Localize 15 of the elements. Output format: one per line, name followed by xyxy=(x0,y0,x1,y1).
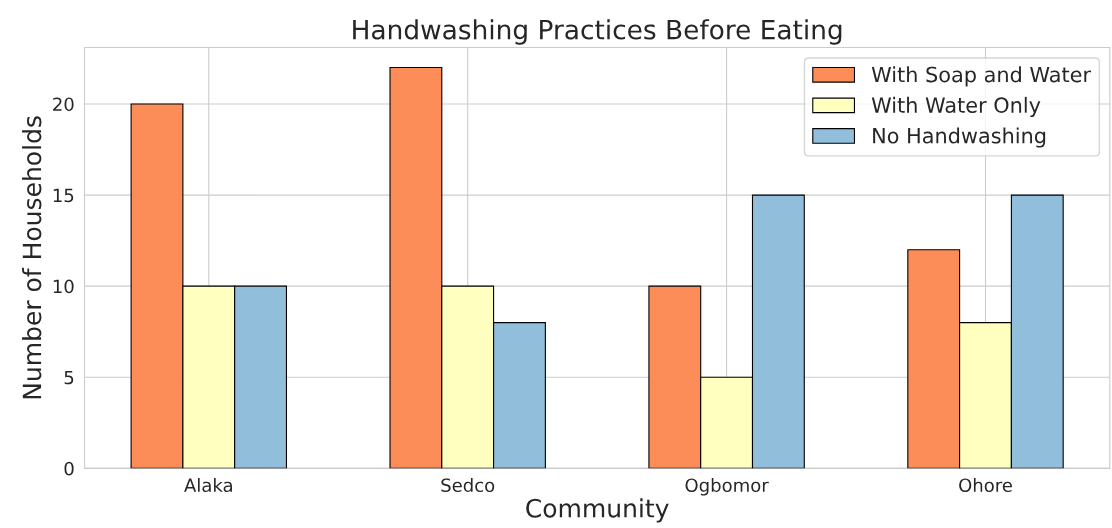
legend-label: With Water Only xyxy=(871,96,1041,118)
x-tick-label: Alaka xyxy=(184,478,232,493)
y-tick-label: 20 xyxy=(53,97,74,112)
x-axis-title: Community xyxy=(526,498,669,523)
x-tick-label: Sedco xyxy=(441,478,495,493)
x-tick-label: Ogbomor xyxy=(685,478,769,496)
x-tick-label: Ohore xyxy=(959,478,1012,493)
legend-label: With Soap and Water xyxy=(871,66,1092,87)
y-axis-title: Number of Households xyxy=(22,116,42,399)
y-tick-label: 10 xyxy=(53,279,74,294)
y-tick-label: 0 xyxy=(64,461,74,476)
chart-title: Handwashing Practices Before Eating xyxy=(353,19,842,45)
y-tick-label: 15 xyxy=(53,188,74,203)
legend-label: No Handwashing xyxy=(873,127,1046,148)
y-tick-label: 5 xyxy=(64,370,74,385)
